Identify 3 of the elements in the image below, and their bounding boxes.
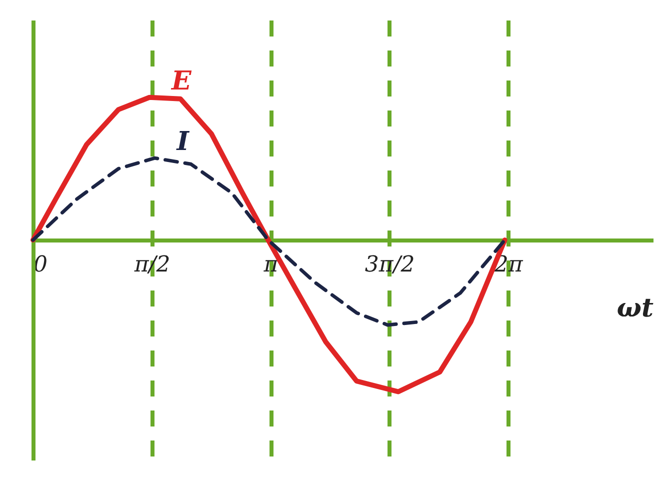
series-label: E (170, 66, 192, 96)
x-axis-title: ωt (616, 294, 654, 324)
series-label: I (176, 127, 190, 158)
